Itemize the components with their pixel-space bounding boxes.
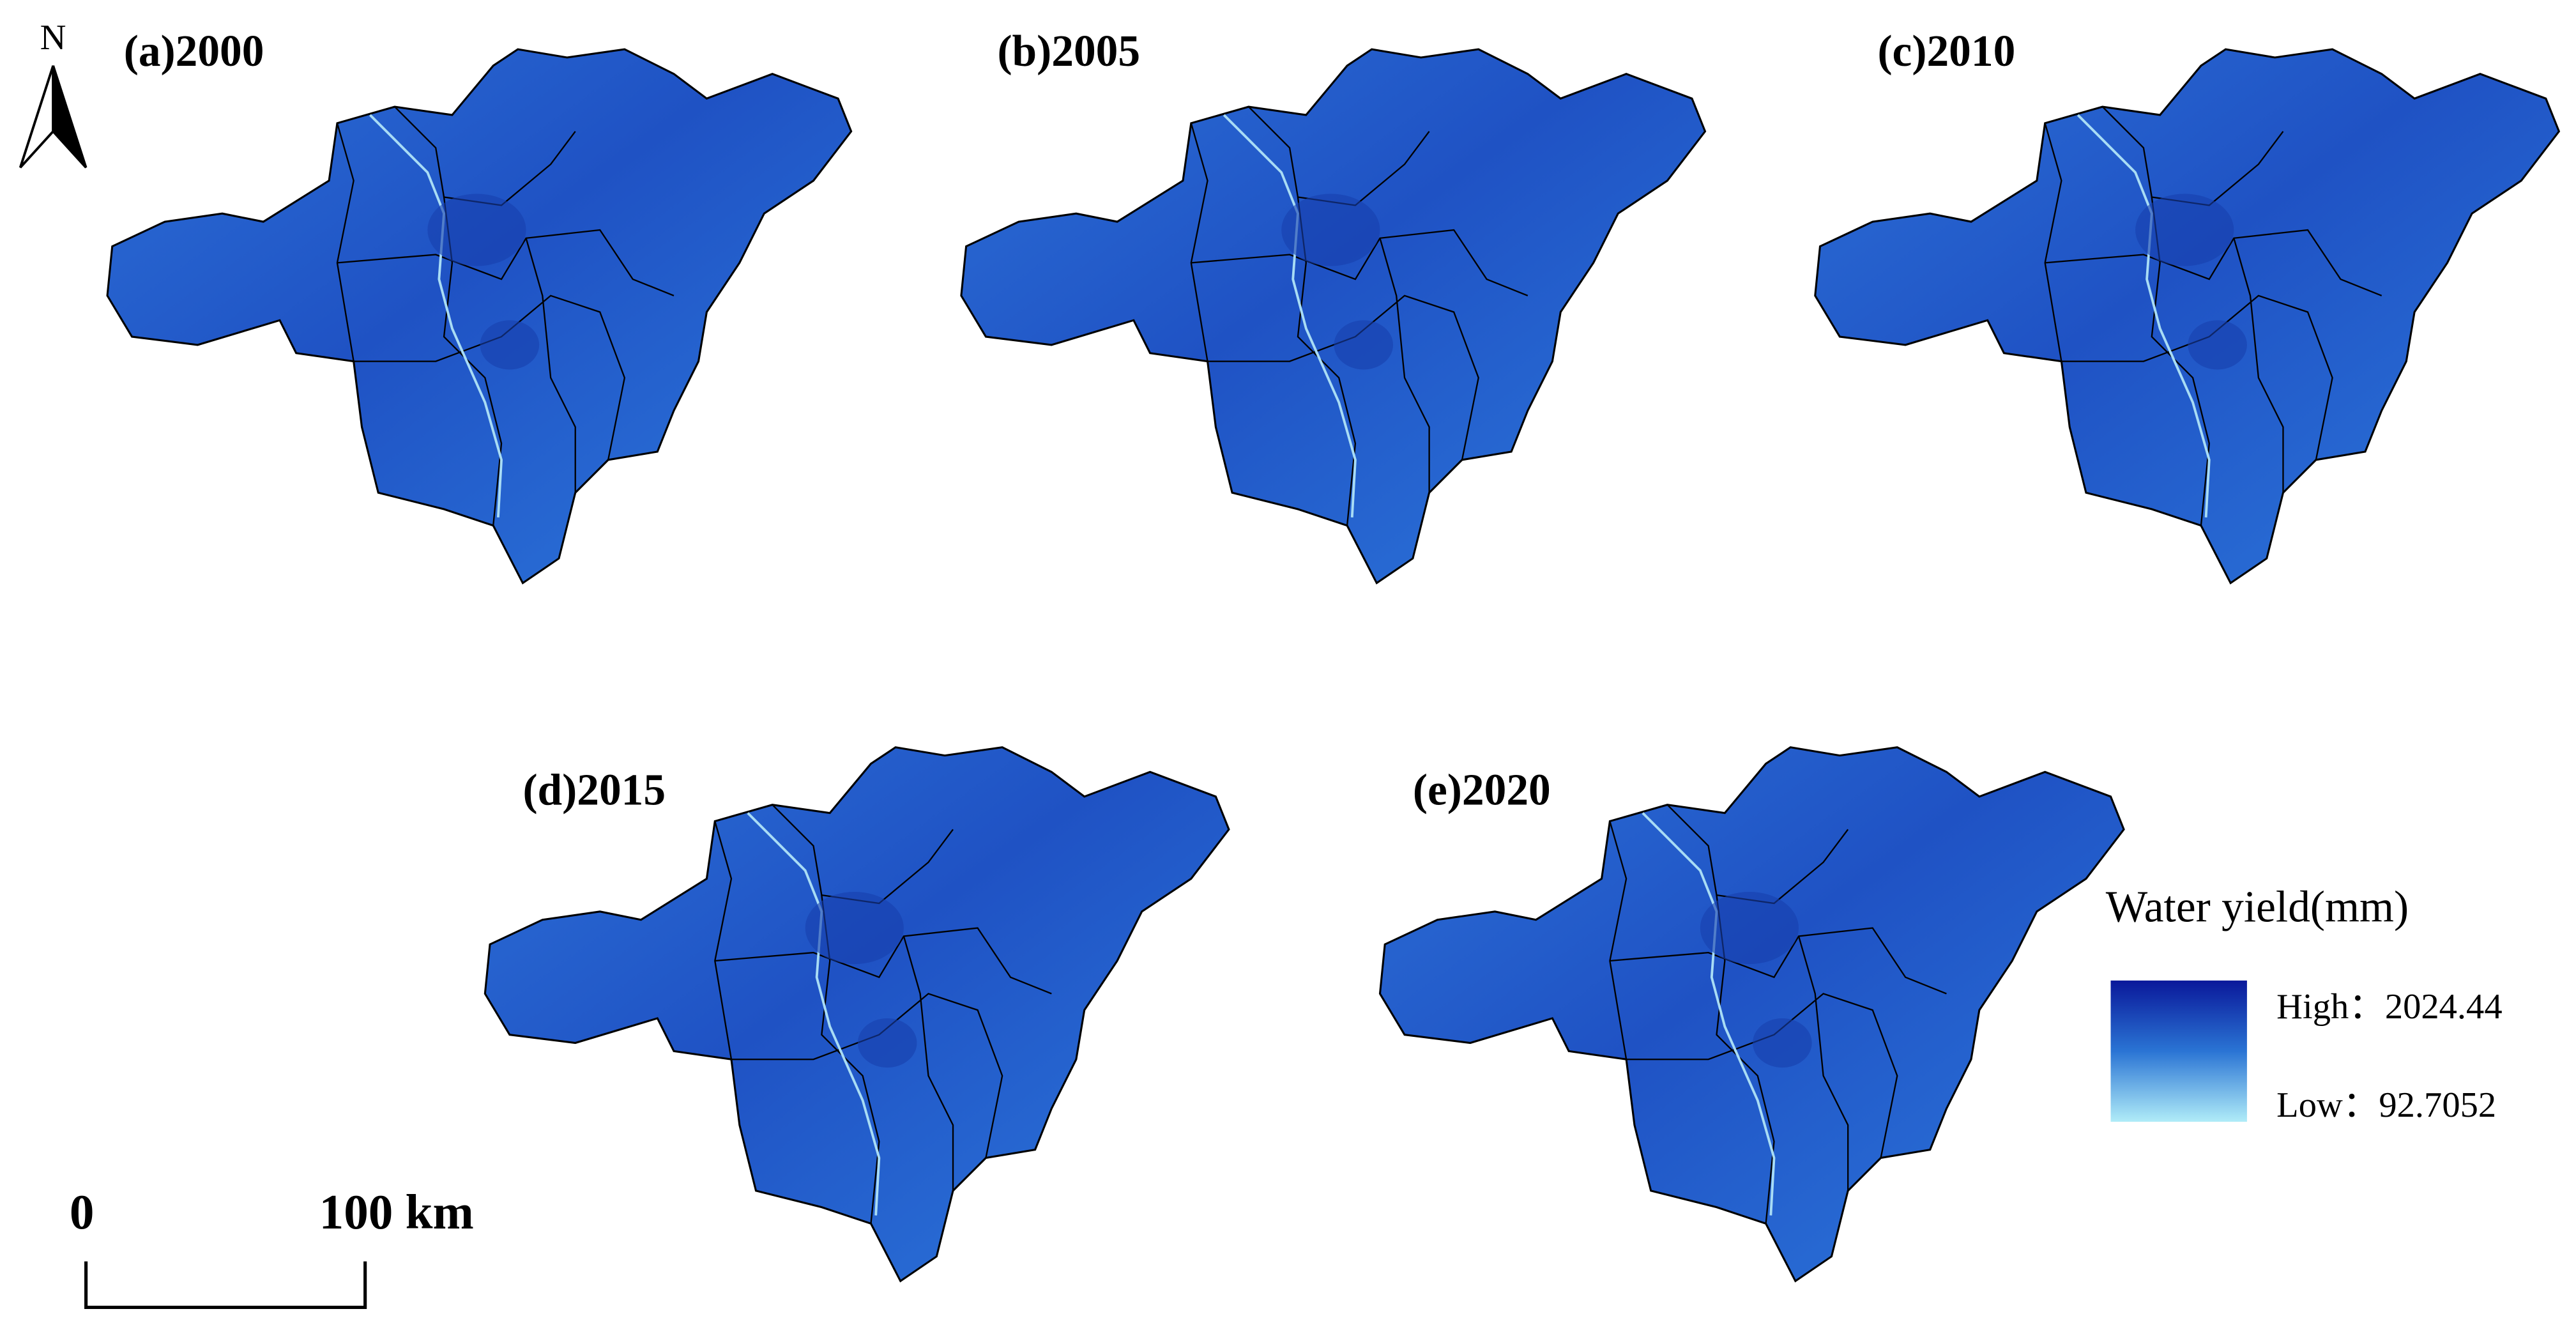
panel-label: (e)2020 <box>1413 766 1551 815</box>
legend-low: Low：92.7052 <box>2276 1085 2496 1125</box>
legend-high: High：2024.44 <box>2276 987 2502 1027</box>
map-panel <box>959 48 1707 585</box>
legend: Water yield(mm) High：2024.44 Low：92.7052 <box>2106 882 2503 1125</box>
scale-start: 0 <box>70 1184 95 1239</box>
legend-title: Water yield(mm) <box>2106 882 2409 931</box>
map-panel <box>1378 746 2126 1283</box>
panel-label: (a)2000 <box>124 27 264 76</box>
north-label: N <box>40 18 66 57</box>
panel-label: (d)2015 <box>522 766 666 815</box>
panel-label: (b)2005 <box>997 27 1140 76</box>
panel-label: (c)2010 <box>1877 27 2015 76</box>
north-arrow: N <box>19 18 88 169</box>
map-panel <box>484 746 1230 1283</box>
scale-bar: 0 100 km <box>70 1184 474 1310</box>
map-panel <box>1813 48 2561 585</box>
scale-end: 100 km <box>319 1184 474 1239</box>
legend-ramp <box>2110 980 2247 1122</box>
map-panel <box>106 48 853 585</box>
